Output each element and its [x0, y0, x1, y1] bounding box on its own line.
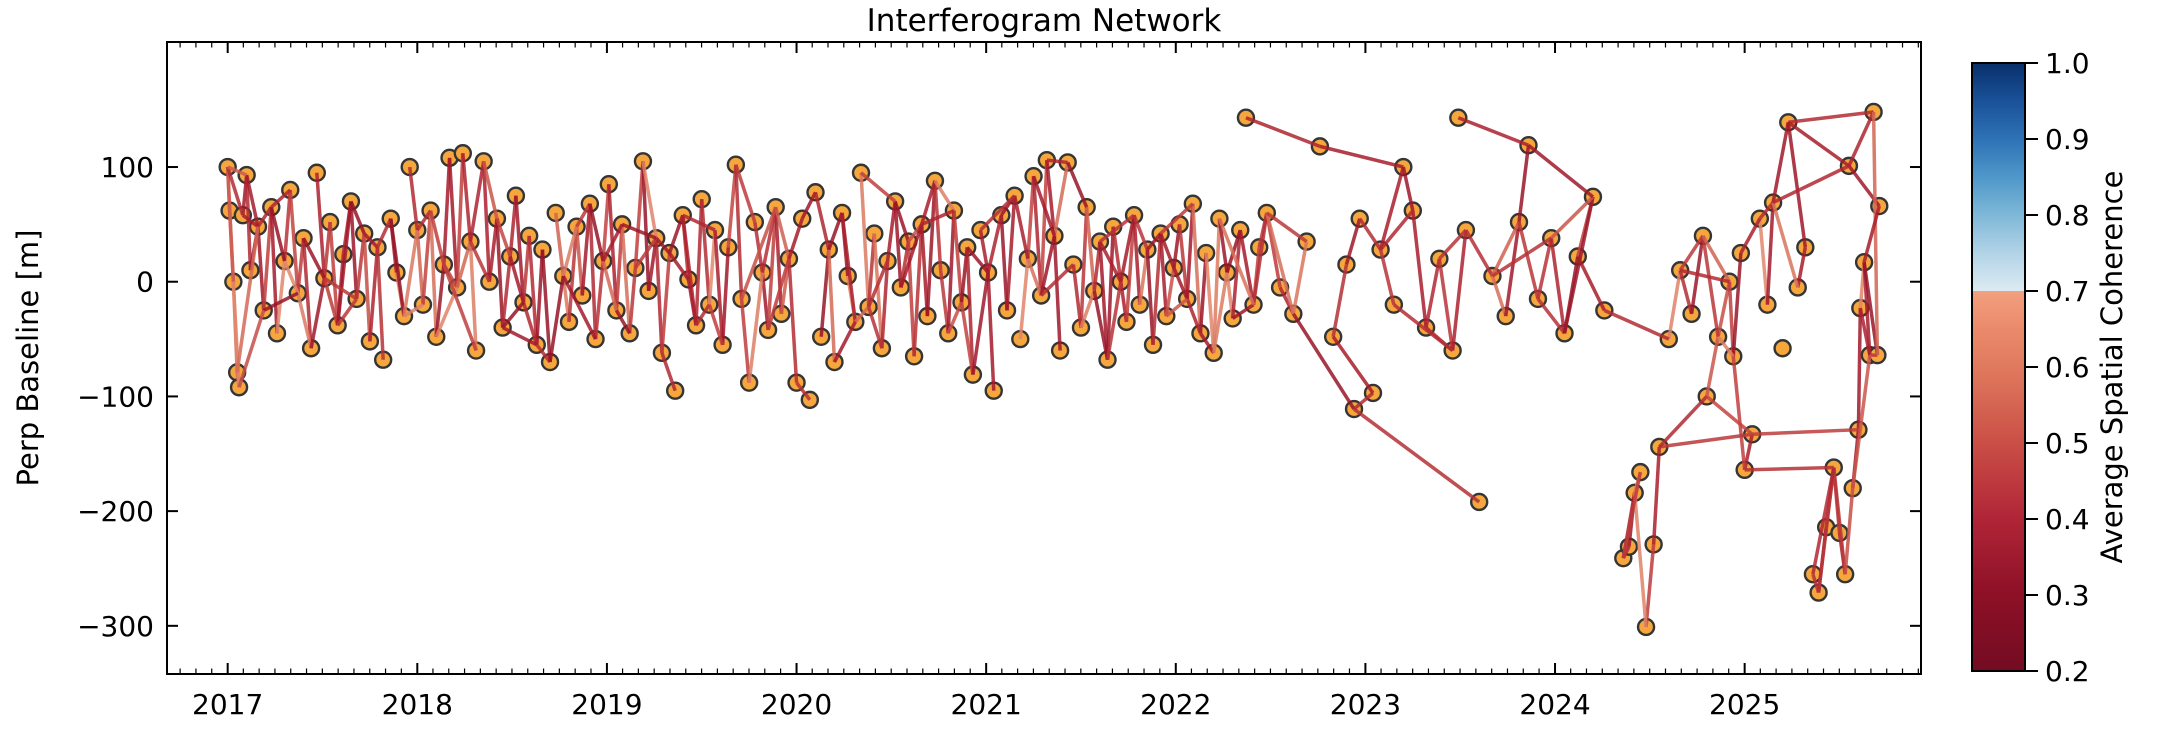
plot-frame — [166, 41, 1922, 675]
svg-text:2018: 2018 — [382, 688, 453, 721]
svg-text:0: 0 — [136, 266, 154, 299]
svg-text:2019: 2019 — [571, 688, 642, 721]
colorbar: 1.0 0.9 0.8 0.7 0.6 0.5 0.4 0.3 0.2 — [1971, 47, 2090, 688]
svg-text:0.3: 0.3 — [2045, 579, 2090, 612]
svg-text:−100: −100 — [77, 380, 154, 413]
svg-text:2022: 2022 — [1140, 688, 1211, 721]
svg-text:0.9: 0.9 — [2045, 123, 2090, 156]
svg-text:0.2: 0.2 — [2045, 655, 2090, 688]
svg-text:2023: 2023 — [1330, 688, 1401, 721]
chart-title: Interferogram Network — [866, 3, 1222, 39]
svg-text:2020: 2020 — [761, 688, 832, 721]
svg-text:2017: 2017 — [192, 688, 263, 721]
colorbar-label: Average Spatial Coherence — [2095, 170, 2129, 564]
svg-text:2021: 2021 — [951, 688, 1022, 721]
svg-text:0.4: 0.4 — [2045, 503, 2090, 536]
svg-text:1.0: 1.0 — [2045, 47, 2090, 80]
svg-text:2024: 2024 — [1519, 688, 1590, 721]
svg-text:0.6: 0.6 — [2045, 351, 2090, 384]
acquisition-nodes — [218, 102, 1889, 637]
x-axis-ticks — [179, 42, 1919, 674]
svg-text:100: 100 — [101, 151, 154, 184]
svg-text:0.7: 0.7 — [2045, 275, 2090, 308]
svg-text:0.5: 0.5 — [2045, 427, 2090, 460]
svg-text:−300: −300 — [77, 610, 154, 643]
svg-text:2025: 2025 — [1709, 688, 1780, 721]
x-axis-tick-labels: 2017 2018 2019 2020 2021 2022 2023 2024 2025 — [192, 688, 1780, 721]
svg-text:0.8: 0.8 — [2045, 199, 2090, 232]
y-axis-label: Perp Baseline [m] — [11, 229, 45, 487]
interferogram-edges — [225, 110, 1881, 628]
y-axis-ticks — [167, 166, 1921, 627]
svg-text:−200: −200 — [77, 495, 154, 528]
y-axis-tick-labels: 100 0 −100 −200 −300 — [77, 151, 154, 643]
